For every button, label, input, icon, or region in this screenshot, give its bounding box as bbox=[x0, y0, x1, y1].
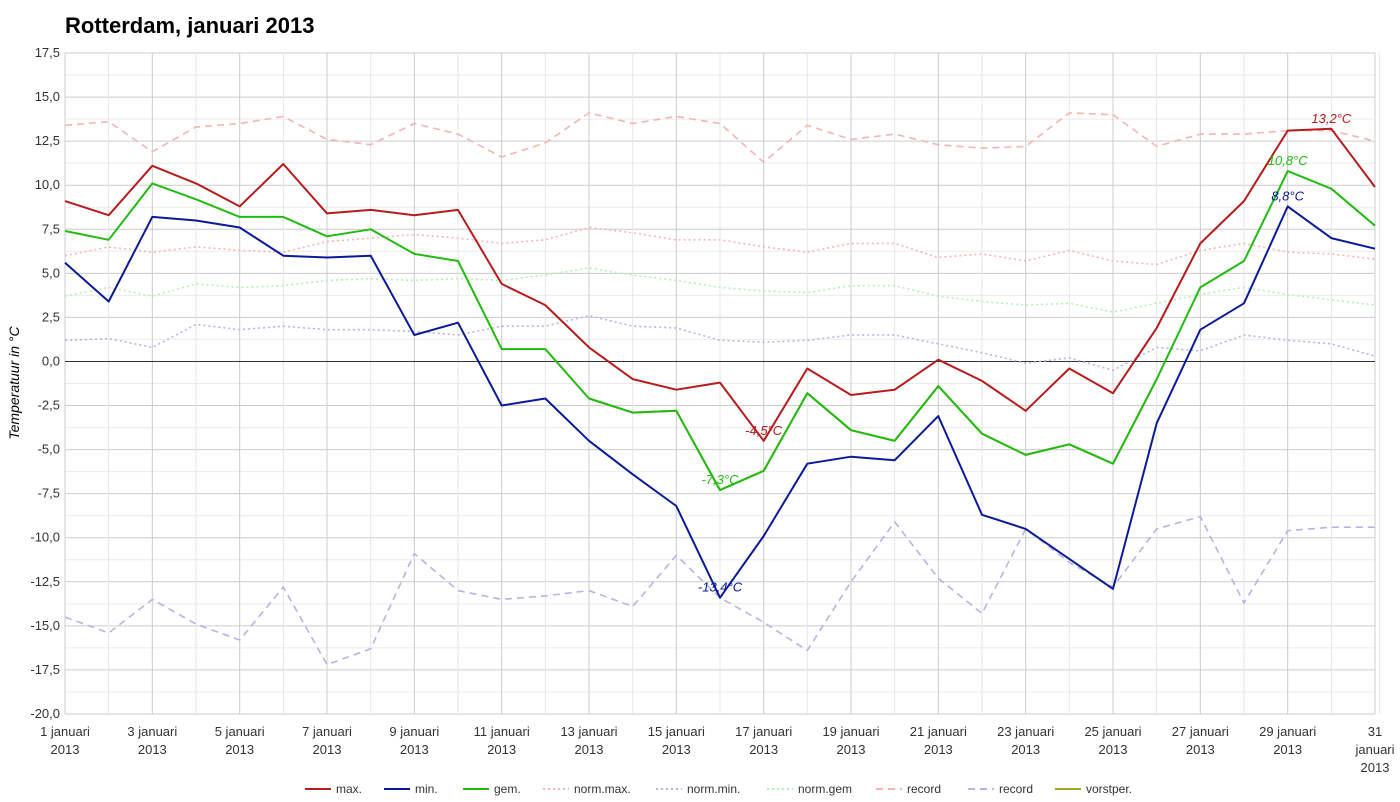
y-tick-label: 10,0 bbox=[35, 177, 60, 192]
series-line-normgem bbox=[64, 267, 1376, 313]
y-tick-label: -17,5 bbox=[30, 662, 60, 677]
y-tick-label: -7,5 bbox=[38, 486, 60, 501]
x-tick-label: 2013 bbox=[662, 742, 691, 757]
series-line-normmax bbox=[64, 226, 1376, 266]
x-axis-ticks: 1 januari 2013 3 januari 2013 5 januari 2013 7… bbox=[40, 724, 1395, 775]
legend-label: norm.min. bbox=[687, 782, 740, 796]
y-tick-label: 5,0 bbox=[42, 265, 60, 280]
x-tick-label: 15 januari bbox=[648, 724, 705, 739]
y-axis-ticks: 17,5 15,0 12,5 10,0 7,5 5,0 2,5 0,0 -2,5 -5,0 -7,5… bbox=[30, 45, 60, 721]
y-tick-label: 7,5 bbox=[42, 221, 60, 236]
annotation-label: -4,5°C bbox=[745, 423, 783, 438]
annotation-label: 10,8°C bbox=[1268, 153, 1309, 168]
annotations: 13,2°C 10,8°C 8,8°C -4,5°C -7,3°C -13,4°C bbox=[698, 111, 1352, 595]
x-tick-label: 2013 bbox=[1186, 742, 1215, 757]
x-tick-label: 3 januari bbox=[127, 724, 177, 739]
chart-title: Rotterdam, januari 2013 bbox=[65, 13, 314, 38]
x-tick-label: 2013 bbox=[487, 742, 516, 757]
annotation-label: 8,8°C bbox=[1271, 188, 1304, 203]
x-tick-label: 13 januari bbox=[560, 724, 617, 739]
legend-label: norm.gem bbox=[798, 782, 852, 796]
x-tick-label: 2013 bbox=[749, 742, 778, 757]
annotation-label: -7,3°C bbox=[702, 472, 740, 487]
y-tick-label: -20,0 bbox=[30, 706, 60, 721]
x-tick-label: 1 januari bbox=[40, 724, 90, 739]
x-tick-label: 17 januari bbox=[735, 724, 792, 739]
x-tick-label: 2013 bbox=[1099, 742, 1128, 757]
x-tick-label: 19 januari bbox=[822, 724, 879, 739]
x-tick-label: 2013 bbox=[313, 742, 342, 757]
y-axis-label: Temperatuur in °C bbox=[6, 325, 22, 439]
x-tick-label: 2013 bbox=[225, 742, 254, 757]
grid bbox=[64, 52, 1380, 715]
x-tick-label: 25 januari bbox=[1084, 724, 1141, 739]
y-tick-label: 17,5 bbox=[35, 45, 60, 60]
x-tick-label: 2013 bbox=[1011, 742, 1040, 757]
x-tick-label: 21 januari bbox=[910, 724, 967, 739]
x-tick-label: 2013 bbox=[1273, 742, 1302, 757]
x-tick-label: 2013 bbox=[1361, 760, 1390, 775]
y-tick-label: 0,0 bbox=[42, 353, 60, 368]
x-tick-label: 2013 bbox=[575, 742, 604, 757]
annotation-label: 13,2°C bbox=[1311, 111, 1352, 126]
series-line-gem bbox=[64, 170, 1376, 492]
series-lines bbox=[64, 112, 1376, 666]
series-line-record bbox=[64, 112, 1376, 164]
legend-label: vorstper. bbox=[1086, 782, 1132, 796]
legend-label: gem. bbox=[494, 782, 521, 796]
x-tick-label: 23 januari bbox=[997, 724, 1054, 739]
y-tick-label: 12,5 bbox=[35, 133, 60, 148]
y-tick-label: -12,5 bbox=[30, 574, 60, 589]
annotation-label: -13,4°C bbox=[698, 580, 743, 595]
x-tick-label: januari bbox=[1354, 742, 1394, 757]
series-line-normmin bbox=[64, 314, 1376, 372]
x-tick-label: 2013 bbox=[400, 742, 429, 757]
y-tick-label: 2,5 bbox=[42, 309, 60, 324]
legend-label: min. bbox=[415, 782, 438, 796]
series-line-min bbox=[64, 205, 1376, 599]
y-tick-label: -15,0 bbox=[30, 618, 60, 633]
x-tick-label: 11 januari bbox=[474, 724, 530, 739]
legend-label: max. bbox=[336, 782, 362, 796]
y-tick-label: -10,0 bbox=[30, 530, 60, 545]
y-tick-label: -5,0 bbox=[38, 442, 60, 457]
y-tick-label: -2,5 bbox=[38, 398, 60, 413]
x-tick-label: 2013 bbox=[138, 742, 167, 757]
x-tick-label: 5 januari bbox=[215, 724, 265, 739]
x-tick-label: 27 januari bbox=[1172, 724, 1229, 739]
legend-label: record bbox=[907, 782, 941, 796]
legend: max. min. gem. norm.max. norm.min. norm.gem re… bbox=[305, 782, 1132, 796]
legend-label: record bbox=[999, 782, 1033, 796]
x-tick-label: 31 bbox=[1368, 724, 1382, 739]
x-tick-label: 9 januari bbox=[389, 724, 439, 739]
x-tick-label: 7 januari bbox=[302, 724, 352, 739]
x-tick-label: 2013 bbox=[837, 742, 866, 757]
x-tick-label: 29 januari bbox=[1259, 724, 1316, 739]
series-line-max bbox=[64, 127, 1376, 442]
x-tick-label: 2013 bbox=[51, 742, 80, 757]
legend-label: norm.max. bbox=[574, 782, 631, 796]
y-tick-label: 15,0 bbox=[35, 89, 60, 104]
x-tick-label: 2013 bbox=[924, 742, 953, 757]
